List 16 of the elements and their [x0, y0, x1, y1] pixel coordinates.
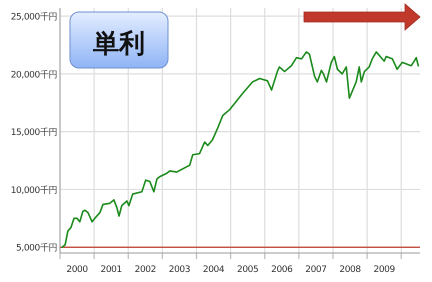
y-tick-label: 25,000千円 — [10, 12, 57, 23]
x-tick-label: 2006 — [271, 265, 294, 275]
x-tick-label: 2007 — [305, 265, 327, 275]
y-tick-label: 15,000千円 — [10, 127, 57, 138]
x-tick-label: 2003 — [168, 265, 190, 275]
x-tick-label: 2002 — [134, 265, 156, 275]
text: 単利 — [92, 29, 145, 59]
x-tick-label: 2005 — [237, 265, 258, 275]
x-tick-label: 2000 — [66, 265, 88, 275]
y-tick-label: 10,000千円 — [10, 184, 57, 196]
x-tick-label: 2008 — [339, 265, 362, 275]
x-tick-label: 2001 — [100, 265, 122, 275]
y-tick-label: 20,000千円 — [10, 69, 57, 80]
y-tick-label: 5,000千円 — [16, 242, 57, 254]
x-tick-label: 2009 — [374, 265, 396, 275]
x-tick-label: 2004 — [202, 265, 225, 275]
